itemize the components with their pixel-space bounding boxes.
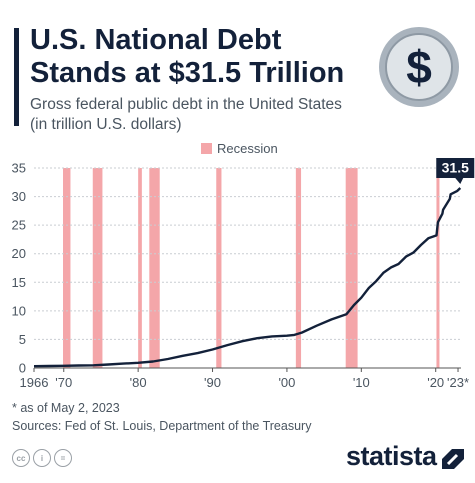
x-tick-label-0: 1966	[20, 375, 49, 390]
callout-box	[436, 158, 475, 178]
x-tick-label-4: '00	[278, 375, 295, 390]
brand-logo[interactable]: statista	[346, 441, 437, 471]
x-tick-label-7: '23*	[447, 375, 469, 390]
y-tick-label-35: 35	[12, 161, 26, 176]
no-derivatives-icon[interactable]: =	[54, 449, 72, 467]
title-line-2: Stands at $31.5 Trillion	[30, 57, 345, 89]
x-tick-label-1: '70	[55, 375, 72, 390]
subtitle-line-2: (in trillion U.S. dollars)	[30, 116, 182, 133]
y-tick-label-5: 5	[19, 332, 26, 347]
attribution-icon[interactable]: i	[33, 449, 51, 467]
title-line-1: U.S. National Debt	[30, 24, 282, 56]
footnote-sources: Sources: Fed of St. Louis, Department of…	[12, 419, 312, 433]
y-tick-label-25: 25	[12, 218, 26, 233]
recession-band-2	[138, 168, 142, 368]
recession-band-7	[436, 168, 440, 368]
cc-icon[interactable]: cc	[12, 449, 30, 467]
dollar-coin-icon: $	[379, 27, 459, 107]
callout-pointer	[455, 178, 464, 184]
line-chart: Recession 0 5 10 15 20 25 30 35 1966 '70 '80 '90 '00 '…	[12, 141, 475, 390]
legend-swatch-recession	[201, 143, 212, 154]
chart-subtitle: Gross federal public debt in the United …	[30, 95, 390, 135]
recession-band-5	[295, 168, 302, 368]
y-tick-label-0: 0	[19, 361, 26, 376]
subtitle-line-1: Gross federal public debt in the United …	[30, 96, 342, 113]
chart-title: U.S. National Debt Stands at $31.5 Trill…	[30, 24, 370, 90]
series-line-0	[33, 187, 462, 368]
x-tick-label-5: '10	[353, 375, 370, 390]
x-tick-label-6: '20	[427, 375, 444, 390]
recession-band-4	[216, 168, 222, 368]
x-tick-label-2: '80	[130, 375, 147, 390]
recession-band-1	[92, 168, 103, 368]
recession-band-6	[345, 168, 358, 368]
y-tick-label-15: 15	[12, 275, 26, 290]
x-tick-label-3: '90	[204, 375, 221, 390]
y-tick-label-10: 10	[12, 303, 26, 318]
legend-label-recession: Recession	[217, 141, 278, 156]
footnote-as-of: * as of May 2, 2023	[12, 401, 120, 415]
recession-band-0	[63, 168, 71, 368]
recession-band-3	[149, 168, 160, 368]
svg-text:$: $	[406, 41, 432, 93]
brand-mark-icon	[442, 449, 464, 469]
callout-label: 31.5	[442, 160, 469, 176]
license-icons: cc i =	[12, 449, 72, 467]
y-tick-label-30: 30	[12, 189, 26, 204]
title-accent-bar	[14, 28, 19, 126]
y-tick-label-20: 20	[12, 246, 26, 261]
